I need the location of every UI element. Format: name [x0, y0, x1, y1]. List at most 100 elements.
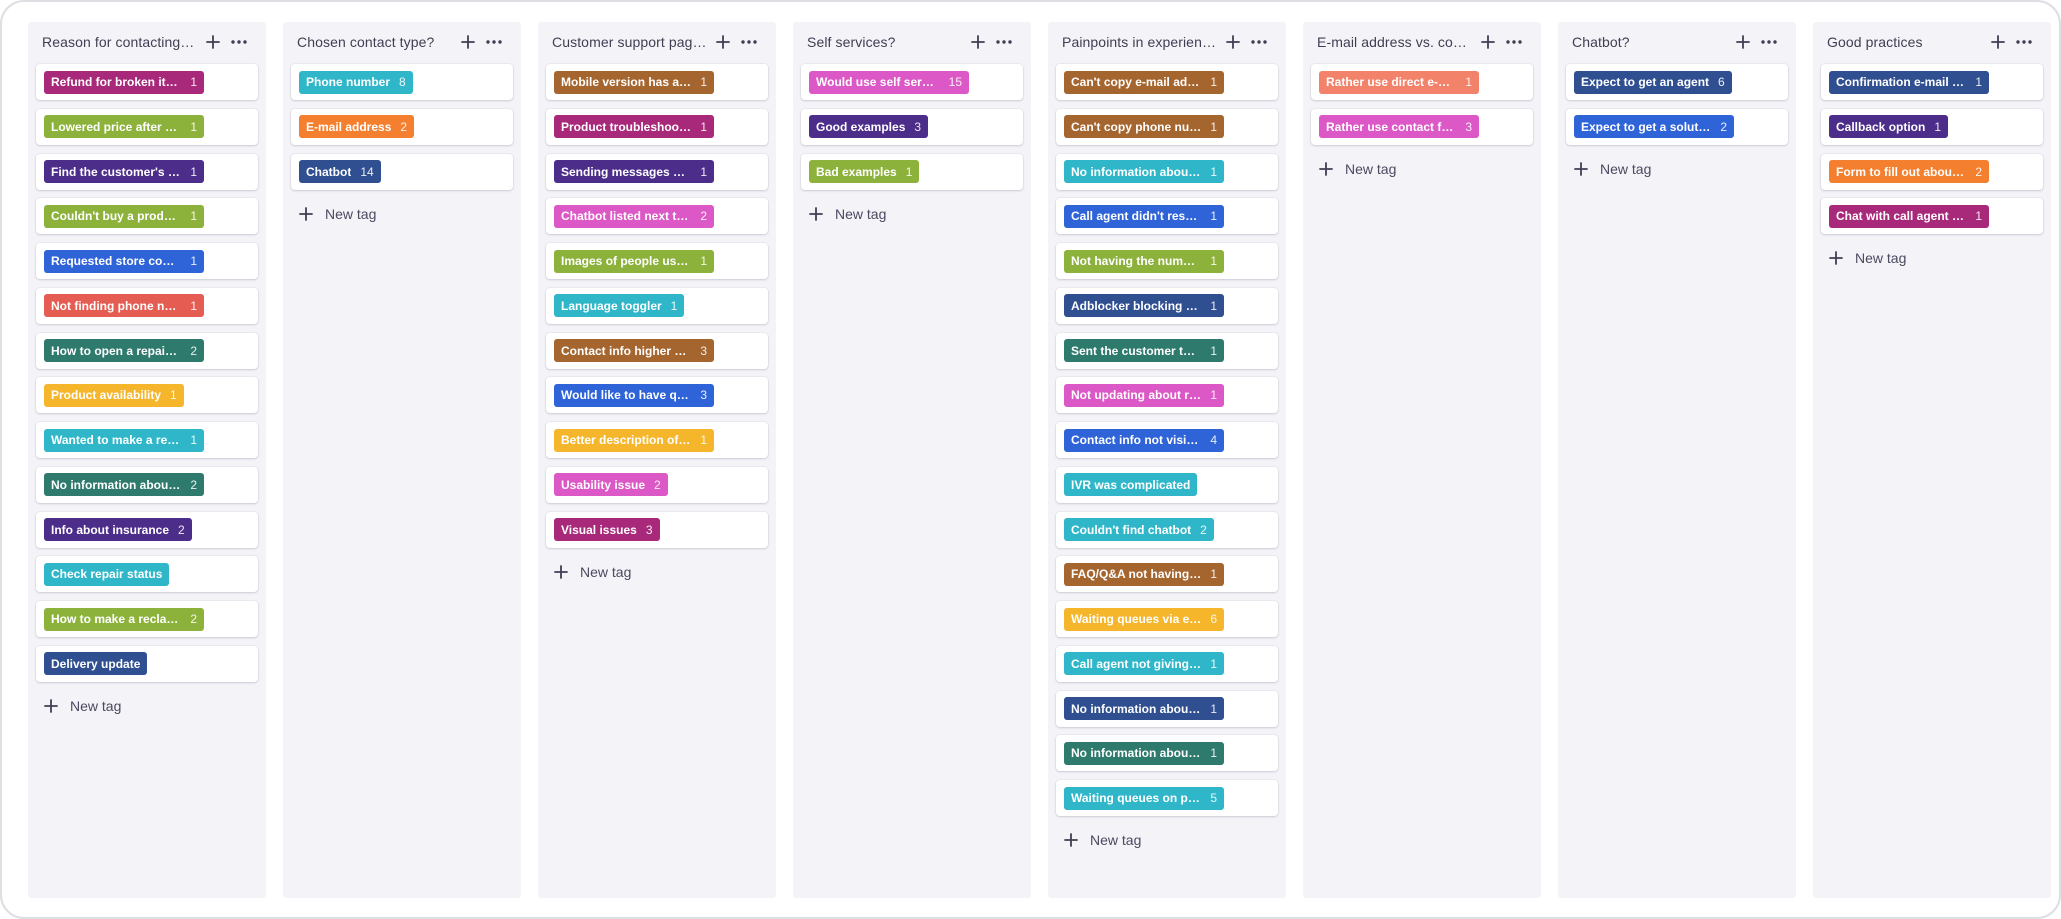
more-horizontal-icon[interactable] — [738, 31, 760, 53]
tag-pill[interactable]: Phone number 8 — [299, 70, 413, 94]
more-horizontal-icon[interactable] — [1758, 31, 1780, 53]
column-title[interactable]: Good practices — [1827, 34, 1923, 50]
tag-pill[interactable]: Couldn't find chatbot 2 — [1064, 518, 1214, 541]
tag-card[interactable]: Would use self service 15 — [801, 64, 1023, 100]
tag-card[interactable]: FAQ/Q&A not having info about it 1 — [1056, 556, 1278, 593]
tag-card[interactable]: Adblocker blocking chatbot icon 1 — [1056, 287, 1278, 324]
column-title[interactable]: Customer support page feedback? — [552, 34, 708, 50]
tag-card[interactable]: Contact info not visible enough 4 — [1056, 422, 1278, 458]
tag-card[interactable]: Call agent didn't respont via chat 1 — [1056, 198, 1278, 235]
tag-card[interactable]: Not updating about repair status 1 — [1056, 377, 1278, 414]
tag-card[interactable]: Requested store contact 1 — [36, 243, 258, 279]
tag-card[interactable]: Visual issues 3 — [546, 511, 768, 548]
tag-card[interactable]: Chatbot listed next to phone number 2 — [546, 198, 768, 235]
plus-icon[interactable] — [1477, 31, 1499, 53]
tag-card[interactable]: Rather use contact form 3 — [1311, 108, 1533, 145]
tag-card[interactable]: No information about self service 2 — [36, 466, 258, 503]
tag-pill[interactable]: Rather use direct e-mail address 1 — [1319, 70, 1479, 94]
tag-pill[interactable]: FAQ/Q&A not having info about it 1 — [1064, 562, 1224, 586]
new-tag-button[interactable]: New tag — [1821, 247, 2043, 269]
tag-pill[interactable]: Can't copy e-mail address on mobile 1 — [1064, 70, 1224, 94]
tag-pill[interactable]: Expect to get an agent 6 — [1574, 70, 1732, 94]
tag-pill[interactable]: E-mail address 2 — [299, 115, 415, 139]
tag-card[interactable]: Confirmation e-mail (when handled) 1 — [1821, 64, 2043, 100]
tag-pill[interactable]: Wanted to make a return 1 — [44, 428, 204, 452]
tag-card[interactable]: Would like to have queue display 3 — [546, 377, 768, 414]
tag-pill[interactable]: Can't copy phone number on mobile 1 — [1064, 115, 1224, 139]
more-horizontal-icon[interactable] — [1248, 31, 1270, 53]
tag-pill[interactable]: Waiting queues via e-mail 6 — [1064, 607, 1224, 631]
tag-card[interactable]: IVR was complicated — [1056, 466, 1278, 503]
new-tag-button[interactable]: New tag — [546, 561, 768, 583]
tag-card[interactable]: Lowered price after customer bought 1 — [36, 108, 258, 145]
tag-pill[interactable]: Find the customer's receipt 1 — [44, 160, 204, 183]
plus-icon[interactable] — [1987, 31, 2009, 53]
tag-card[interactable]: Usability issue 2 — [546, 466, 768, 503]
tag-pill[interactable]: Better description of subpages 1 — [554, 428, 714, 452]
tag-card[interactable]: Check repair status — [36, 556, 258, 593]
tag-pill[interactable]: Waiting queues on phone 5 — [1064, 786, 1224, 810]
tag-card[interactable]: Couldn't find chatbot 2 — [1056, 511, 1278, 548]
more-horizontal-icon[interactable] — [1503, 31, 1525, 53]
tag-card[interactable]: Product availability 1 — [36, 377, 258, 414]
tag-pill[interactable]: Call agent didn't respont via chat 1 — [1064, 204, 1224, 228]
tag-card[interactable]: Couldn't buy a product 1 — [36, 198, 258, 235]
tag-card[interactable]: Not finding phone number of store 1 — [36, 287, 258, 324]
tag-card[interactable]: Language toggler 1 — [546, 287, 768, 324]
new-tag-button[interactable]: New tag — [1311, 158, 1533, 180]
new-tag-button[interactable]: New tag — [36, 695, 258, 717]
tag-pill[interactable]: Contact info not visible enough 4 — [1064, 428, 1224, 452]
tag-pill[interactable]: Language toggler 1 — [554, 294, 685, 318]
plus-icon[interactable] — [1222, 31, 1244, 53]
tag-card[interactable]: Expect to get an agent 6 — [1566, 64, 1788, 100]
tag-card[interactable]: No information about reclamations 1 — [1056, 690, 1278, 727]
tag-card[interactable]: Callback option 1 — [1821, 108, 2043, 145]
tag-pill[interactable]: How to open a repair ticket 2 — [44, 339, 204, 362]
tag-card[interactable]: Images of people using the products 1 — [546, 243, 768, 279]
new-tag-button[interactable]: New tag — [1056, 829, 1278, 851]
plus-icon[interactable] — [1732, 31, 1754, 53]
tag-card[interactable]: Call agent not giving correct info 1 — [1056, 645, 1278, 682]
tag-pill[interactable]: Expect to get a solution for my issue 2 — [1574, 115, 1734, 139]
tag-pill[interactable]: Callback option 1 — [1829, 115, 1949, 139]
tag-card[interactable]: Good examples 3 — [801, 108, 1023, 145]
tag-pill[interactable]: Product troubleshooting (mobile) 1 — [554, 115, 714, 139]
tag-pill[interactable]: Good examples 3 — [809, 115, 929, 139]
tag-pill[interactable]: Sending messages when logged in 1 — [554, 160, 714, 183]
tag-pill[interactable]: Chatbot 14 — [299, 160, 381, 183]
more-horizontal-icon[interactable] — [2013, 31, 2035, 53]
tag-card[interactable]: How to open a repair ticket 2 — [36, 332, 258, 369]
tag-pill[interactable]: Check repair status — [44, 562, 170, 586]
tag-pill[interactable]: Would like to have queue display 3 — [554, 383, 714, 407]
tag-pill[interactable]: Images of people using the products 1 — [554, 249, 714, 273]
tag-pill[interactable]: Not updating about repair status 1 — [1064, 383, 1224, 407]
tag-card[interactable]: Not having the number of third party 1 — [1056, 243, 1278, 279]
tag-pill[interactable]: Sent the customer to store instead 1 — [1064, 339, 1224, 362]
tag-pill[interactable]: Chat with call agent through site 1 — [1829, 204, 1989, 228]
more-horizontal-icon[interactable] — [228, 31, 250, 53]
column-title[interactable]: Self services? — [807, 34, 896, 50]
more-horizontal-icon[interactable] — [993, 31, 1015, 53]
tag-card[interactable]: Phone number 8 — [291, 64, 513, 100]
tag-pill[interactable]: Not finding phone number of store 1 — [44, 294, 204, 318]
tag-card[interactable]: Chatbot 14 — [291, 153, 513, 190]
tag-card[interactable]: Info about insurance 2 — [36, 511, 258, 548]
tag-card[interactable]: Wanted to make a return 1 — [36, 422, 258, 458]
tag-pill[interactable]: Visual issues 3 — [554, 518, 660, 541]
tag-pill[interactable]: Form to fill out about fault of product 2 — [1829, 160, 1989, 183]
tag-pill[interactable]: Usability issue 2 — [554, 473, 668, 497]
new-tag-button[interactable]: New tag — [801, 203, 1023, 225]
tag-pill[interactable]: Not having the number of third party 1 — [1064, 249, 1224, 273]
tag-card[interactable]: Can't copy e-mail address on mobile 1 — [1056, 64, 1278, 100]
tag-pill[interactable]: No information about insurance 1 — [1064, 741, 1224, 765]
tag-card[interactable]: E-mail address 2 — [291, 108, 513, 145]
tag-card[interactable]: Waiting queues on phone 5 — [1056, 780, 1278, 816]
tag-pill[interactable]: Info about insurance 2 — [44, 518, 192, 541]
tag-card[interactable]: Rather use direct e-mail address 1 — [1311, 64, 1533, 100]
tag-card[interactable]: Expect to get a solution for my issue 2 — [1566, 108, 1788, 145]
tag-card[interactable]: Sent the customer to store instead 1 — [1056, 332, 1278, 369]
tag-pill[interactable]: Product availability 1 — [44, 383, 184, 407]
plus-icon[interactable] — [457, 31, 479, 53]
column-title[interactable]: Chosen contact type? — [297, 34, 435, 50]
tag-pill[interactable]: Mobile version has a bad overview 1 — [554, 70, 714, 94]
